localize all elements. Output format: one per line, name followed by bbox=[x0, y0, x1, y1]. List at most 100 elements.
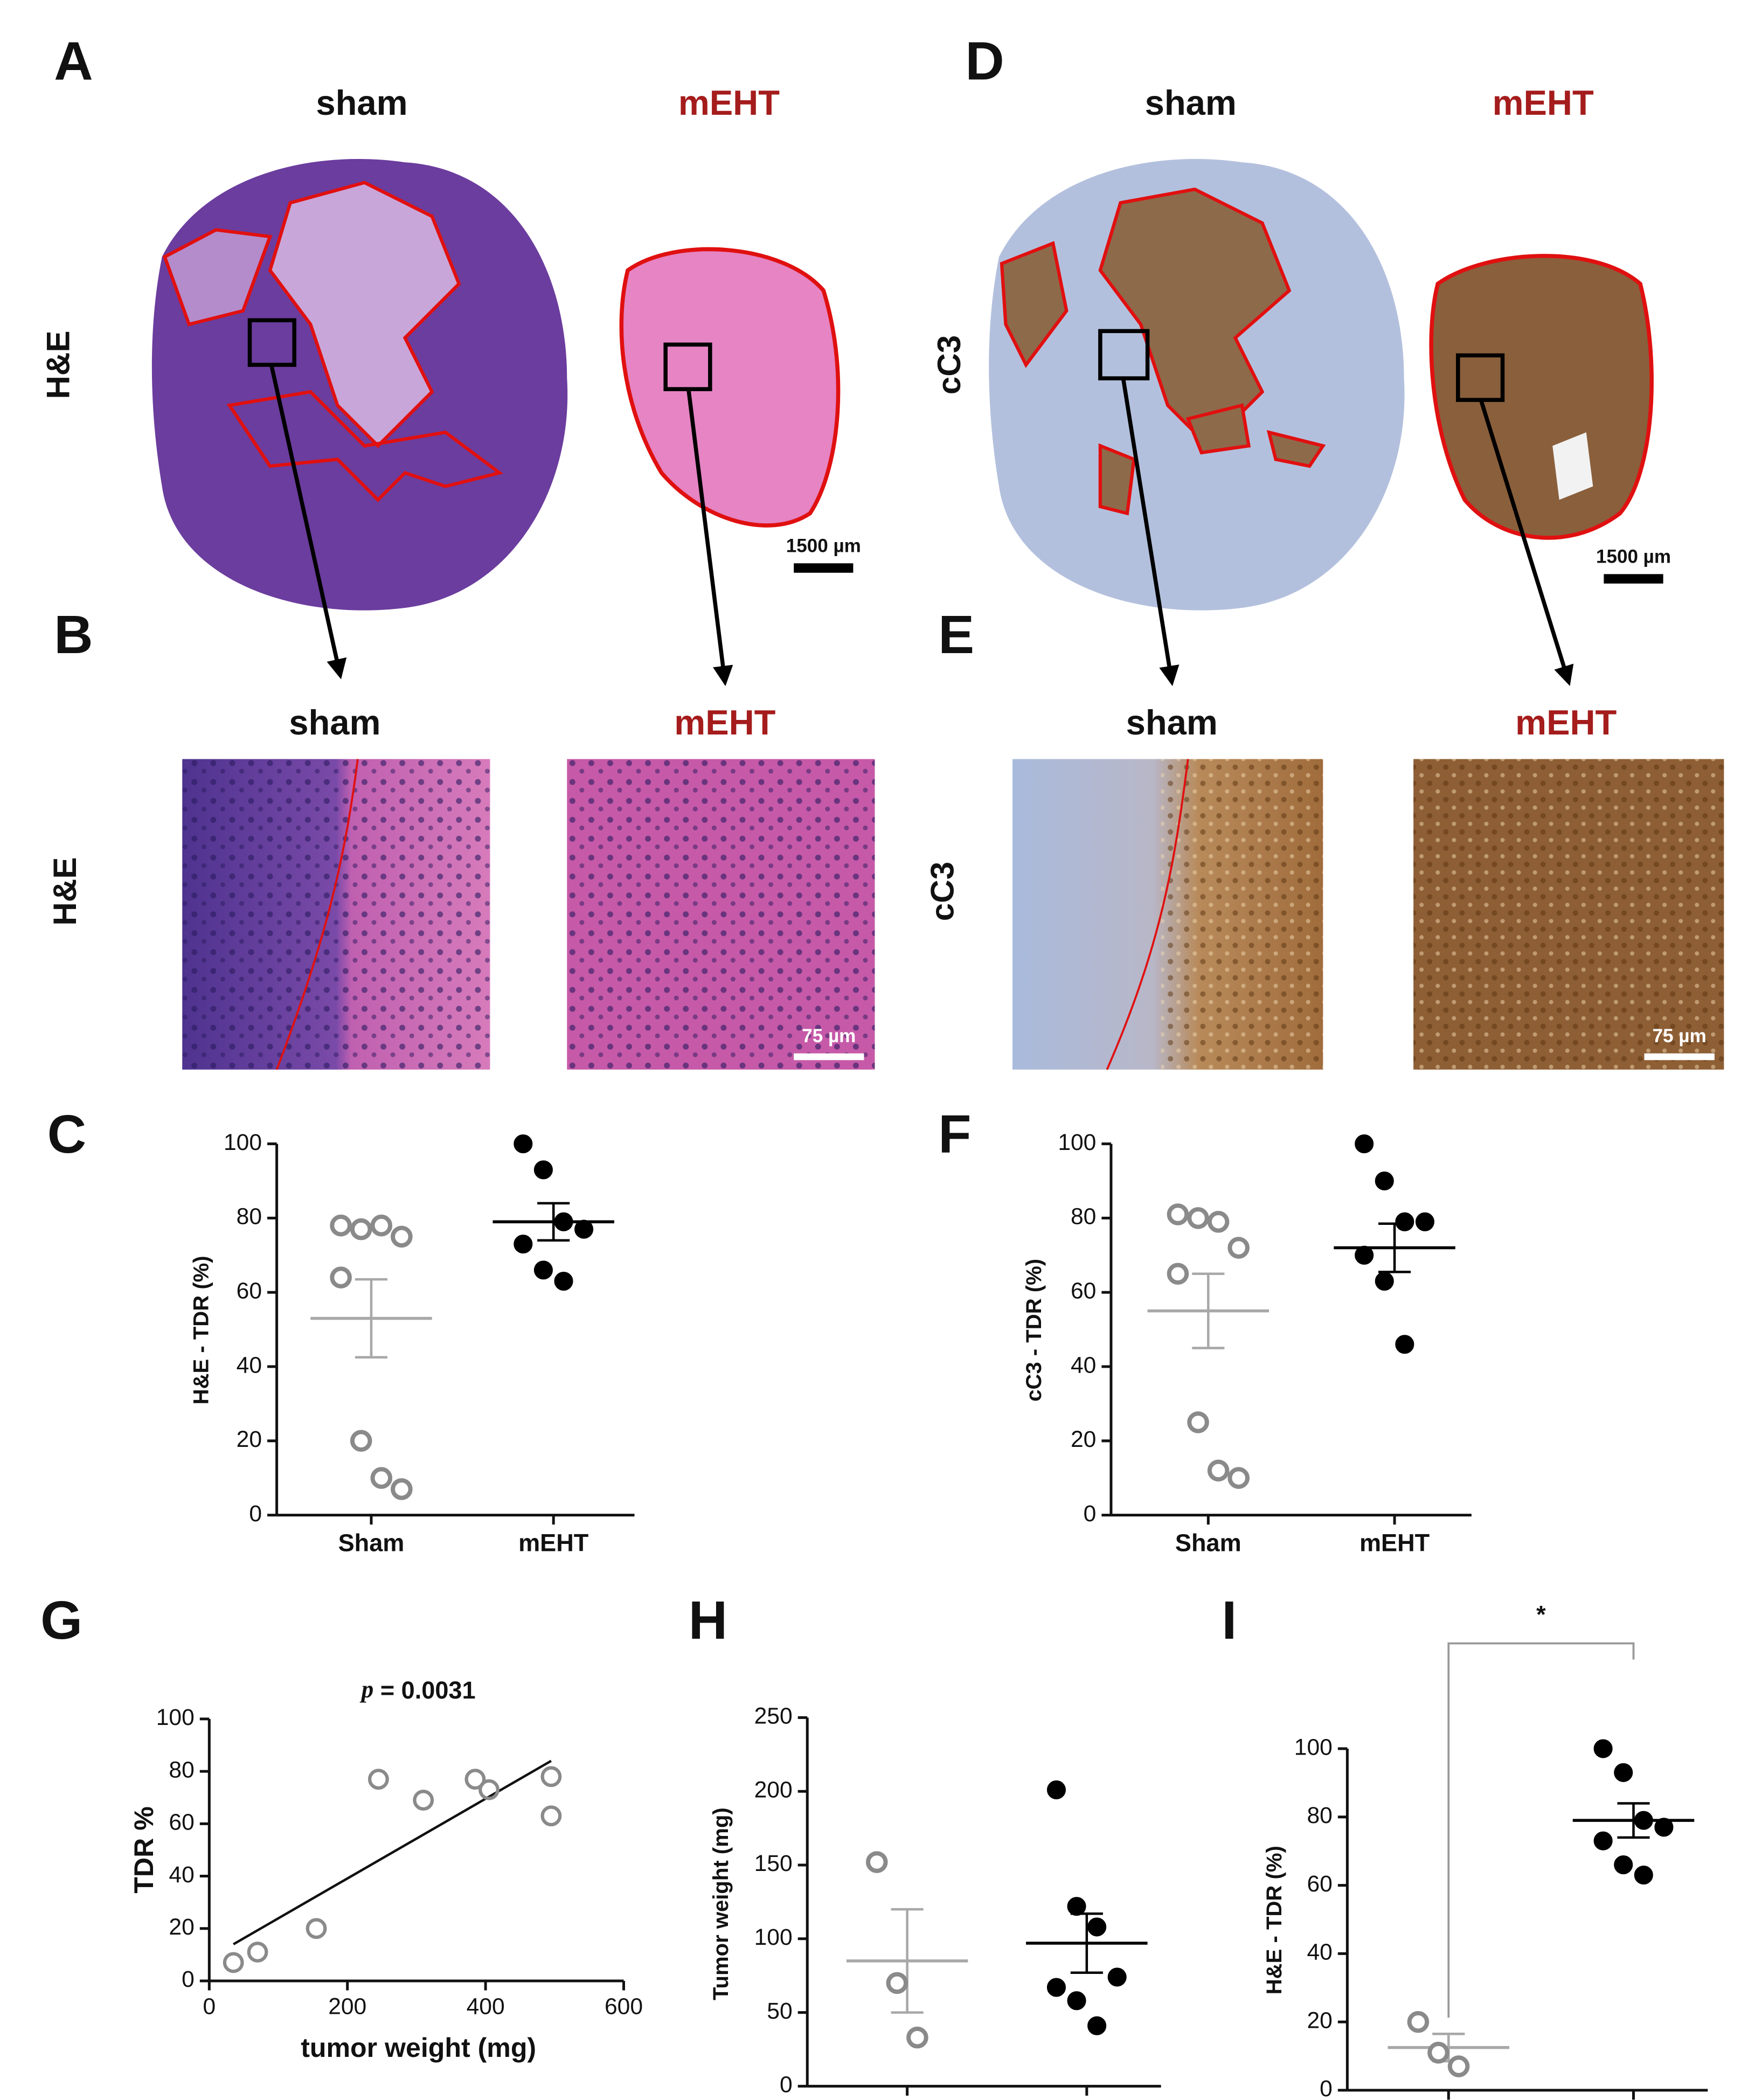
zoom-arrow bbox=[269, 364, 347, 680]
data-point bbox=[464, 1769, 486, 1790]
chart: G TDR % 0 20 40 60 80 100 0 200 400 600 tumor weight… bbox=[40, 1590, 643, 2063]
zoom-arrow bbox=[1479, 399, 1574, 686]
scale-bar bbox=[1644, 1053, 1715, 1061]
y-axis-label: TDR % bbox=[129, 1806, 159, 1893]
necrosis-outline bbox=[1098, 188, 1292, 448]
data-point bbox=[478, 1779, 500, 1800]
data-point bbox=[533, 1160, 553, 1180]
y-tick-label: 60 bbox=[237, 1278, 262, 1304]
micrograph-texture bbox=[1413, 759, 1724, 1070]
data-point bbox=[1046, 1978, 1066, 1997]
group-heading: sham bbox=[316, 83, 407, 122]
y-tick-label: 20 bbox=[237, 1426, 262, 1452]
y-tick-label: 80 bbox=[1071, 1204, 1096, 1230]
tissue-image bbox=[619, 247, 841, 528]
data-point bbox=[1395, 1335, 1414, 1354]
micrograph-texture bbox=[1161, 759, 1323, 1070]
zoom-box bbox=[663, 342, 712, 391]
micrograph-texture bbox=[182, 759, 490, 1070]
panel-letter: F bbox=[938, 1104, 971, 1165]
scale-label: 75 µm bbox=[802, 1025, 856, 1046]
data-point bbox=[367, 1769, 389, 1790]
data-point bbox=[350, 1218, 372, 1240]
data-point bbox=[330, 1266, 352, 1288]
x-tick-label: Sham bbox=[338, 1529, 405, 1557]
data-point bbox=[247, 1942, 268, 1963]
y-tick-label: 40 bbox=[237, 1352, 262, 1378]
panel-letter: C bbox=[47, 1104, 86, 1165]
group-heading: mEHT bbox=[678, 83, 780, 122]
y-tick-label: 20 bbox=[169, 1914, 194, 1940]
x-tick-label: Sham bbox=[1175, 1529, 1241, 1557]
data-point bbox=[223, 1952, 244, 1973]
group-heading: sham bbox=[1126, 703, 1218, 742]
data-point bbox=[350, 1430, 372, 1452]
data-point bbox=[574, 1219, 594, 1239]
data-point bbox=[1087, 1917, 1107, 1937]
stain-label: cC3 bbox=[931, 335, 967, 394]
x-axis-label: tumor weight (mg) bbox=[301, 2033, 536, 2063]
data-point bbox=[554, 1272, 573, 1291]
scale-bar bbox=[794, 1053, 864, 1061]
y-tick-label: 100 bbox=[754, 1924, 793, 1950]
y-tick-label: 20 bbox=[1307, 2007, 1332, 2033]
panel-letter: B bbox=[54, 605, 93, 665]
x-tick-label: 200 bbox=[328, 1993, 366, 2019]
scale-bar bbox=[794, 563, 854, 573]
data-point bbox=[1614, 1855, 1633, 1875]
x-tick-label: mEHT bbox=[1359, 1529, 1430, 1557]
data-point bbox=[1067, 1991, 1086, 2011]
data-point bbox=[1634, 1811, 1653, 1830]
stain-label: H&E bbox=[47, 857, 83, 926]
stain-label: cC3 bbox=[925, 862, 961, 921]
data-point bbox=[514, 1235, 533, 1254]
group-heading: mEHT bbox=[1493, 83, 1594, 122]
data-point bbox=[1395, 1212, 1414, 1231]
data-point bbox=[1654, 1818, 1674, 1837]
zoom-arrow bbox=[1121, 378, 1180, 687]
data-point bbox=[413, 1790, 434, 1811]
data-point bbox=[370, 1467, 393, 1489]
group-heading: mEHT bbox=[674, 703, 775, 742]
scale-label: 1500 µm bbox=[1596, 546, 1671, 567]
necrosis-outline bbox=[1098, 403, 1326, 516]
data-point bbox=[554, 1212, 573, 1231]
data-point bbox=[391, 1478, 413, 1500]
panel-letter: E bbox=[938, 605, 974, 665]
data-point bbox=[1355, 1134, 1374, 1154]
y-tick-label: 60 bbox=[169, 1810, 194, 1835]
scale-label: 1500 µm bbox=[786, 536, 861, 557]
trend-line bbox=[233, 1759, 552, 1945]
micrograph-texture bbox=[567, 759, 875, 1070]
y-tick-label: 100 bbox=[1058, 1129, 1096, 1155]
data-point bbox=[886, 1972, 908, 1994]
data-point bbox=[1087, 2016, 1107, 2035]
y-tick-label: 20 bbox=[1071, 1426, 1096, 1452]
y-axis-label: H&E - TDR (%) bbox=[1263, 1846, 1286, 1994]
chart: C H&E - TDR (%) 0 20 40 60 80 100 Sham mEHT bbox=[47, 1104, 635, 1557]
data-point bbox=[1227, 1467, 1250, 1489]
data-point bbox=[865, 1851, 888, 1873]
data-point bbox=[306, 1918, 327, 1939]
x-tick-label: 400 bbox=[467, 1993, 505, 2019]
data-point bbox=[1447, 2055, 1470, 2077]
data-point bbox=[514, 1134, 533, 1154]
data-point bbox=[1046, 1780, 1066, 1800]
zoom-arrow bbox=[686, 389, 733, 687]
y-tick-label: 60 bbox=[1071, 1278, 1096, 1304]
y-tick-label: 80 bbox=[237, 1204, 262, 1230]
data-point bbox=[540, 1805, 562, 1827]
panel-b: B sham mEHT H&E 75 µm bbox=[47, 605, 875, 1070]
data-point bbox=[1614, 1763, 1633, 1782]
data-point bbox=[540, 1766, 562, 1787]
significance-label: * bbox=[1536, 1600, 1546, 1628]
necrosis-outline bbox=[268, 181, 461, 448]
y-tick-label: 0 bbox=[780, 2072, 793, 2098]
panel-a: A sham mEHT H&E 1500 µm bbox=[40, 31, 861, 687]
y-axis-label: Tumor weight (mg) bbox=[709, 1807, 733, 2000]
y-tick-label: 250 bbox=[754, 1703, 793, 1729]
y-tick-label: 0 bbox=[1320, 2076, 1333, 2100]
data-point bbox=[370, 1214, 393, 1237]
y-tick-label: 100 bbox=[1294, 1734, 1333, 1760]
